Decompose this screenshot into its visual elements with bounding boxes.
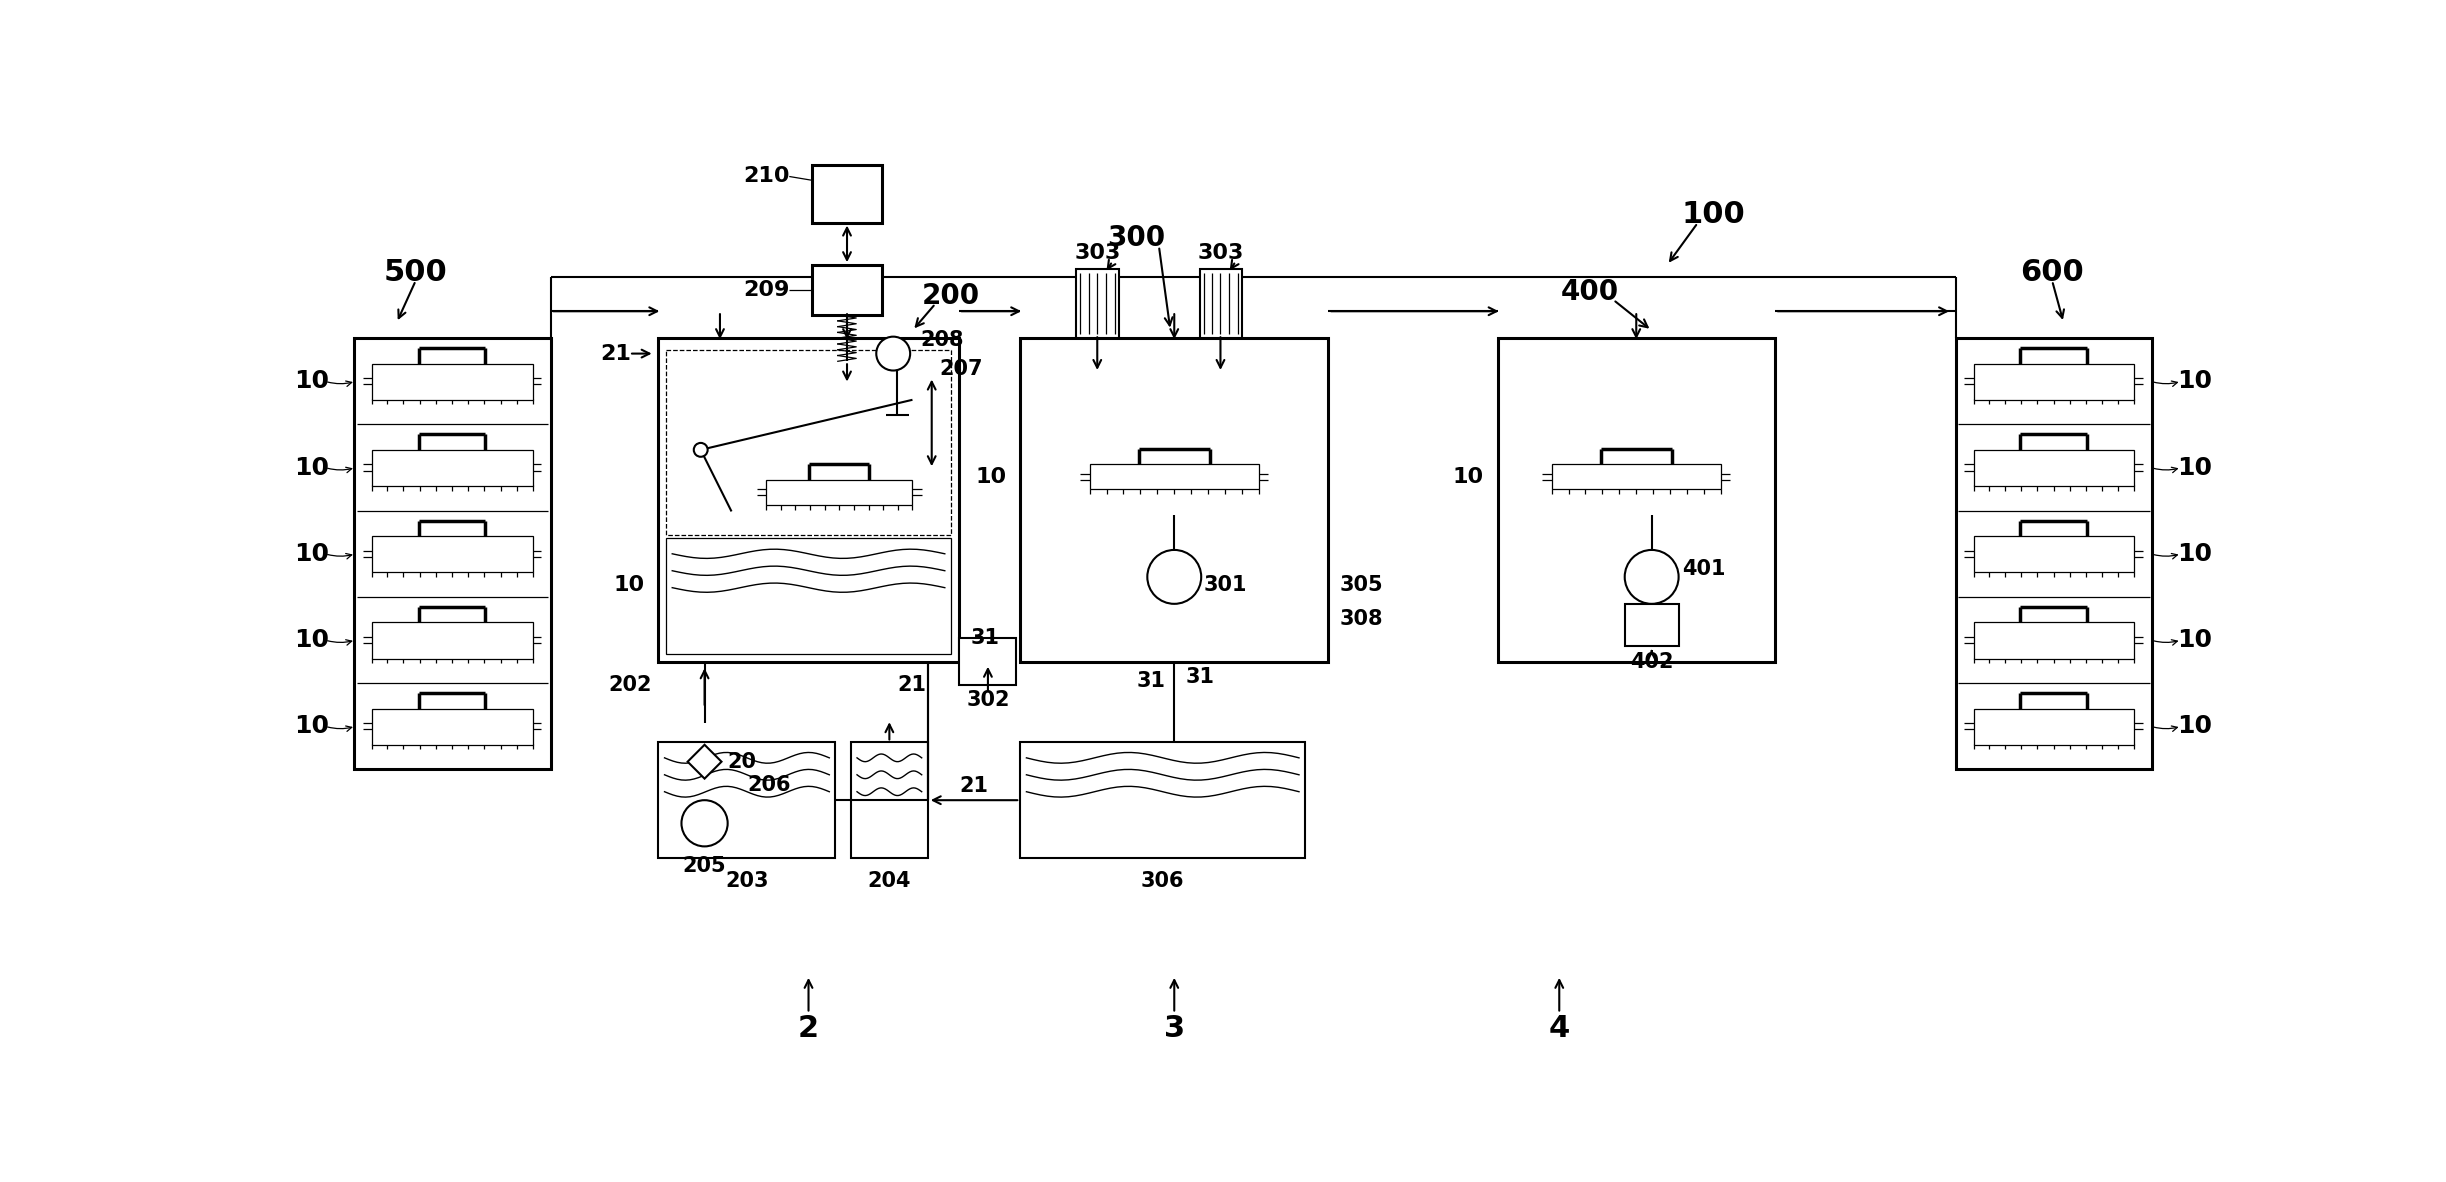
Text: 301: 301 — [1203, 574, 1247, 595]
Text: 21: 21 — [959, 777, 988, 797]
Text: 302: 302 — [966, 690, 1010, 710]
Text: 10: 10 — [2177, 628, 2211, 652]
Text: 21: 21 — [898, 675, 927, 695]
Circle shape — [682, 800, 726, 846]
Text: 200: 200 — [922, 281, 981, 310]
Bar — [851, 742, 927, 858]
Bar — [766, 480, 912, 505]
Text: 402: 402 — [1629, 651, 1673, 671]
Text: 400: 400 — [1561, 278, 1619, 306]
Bar — [1497, 338, 1776, 662]
Text: 10: 10 — [294, 714, 330, 739]
Text: 31: 31 — [971, 629, 1000, 649]
Bar — [372, 450, 533, 486]
Text: 203: 203 — [724, 871, 768, 891]
Bar — [812, 265, 881, 316]
Bar — [1199, 268, 1243, 338]
Text: 31: 31 — [1137, 671, 1167, 690]
Text: 10: 10 — [2177, 369, 2211, 394]
Text: 2: 2 — [797, 1014, 819, 1044]
Text: 600: 600 — [2020, 258, 2084, 287]
Text: 100: 100 — [1680, 201, 1744, 229]
Text: 10: 10 — [294, 541, 330, 566]
Circle shape — [695, 443, 707, 456]
Circle shape — [1147, 550, 1201, 604]
Bar — [658, 338, 959, 662]
Text: 10: 10 — [2177, 714, 2211, 739]
Text: 208: 208 — [920, 330, 964, 350]
Text: 31: 31 — [1186, 667, 1216, 687]
Text: 10: 10 — [294, 628, 330, 652]
Text: 10: 10 — [294, 369, 330, 394]
Text: 500: 500 — [384, 258, 448, 287]
Text: 308: 308 — [1340, 609, 1384, 629]
Bar — [1974, 708, 2135, 745]
Text: 207: 207 — [939, 359, 983, 379]
Bar — [372, 537, 533, 572]
Bar — [1974, 537, 2135, 572]
Bar — [1020, 338, 1328, 662]
Bar — [1974, 450, 2135, 486]
Bar — [959, 638, 1018, 684]
Text: 303: 303 — [1074, 243, 1120, 264]
Polygon shape — [687, 745, 722, 779]
Text: 21: 21 — [602, 344, 631, 364]
Bar — [1624, 604, 1678, 647]
Bar — [1076, 268, 1118, 338]
Text: 205: 205 — [682, 856, 726, 876]
Text: 401: 401 — [1683, 559, 1727, 579]
Bar — [372, 708, 533, 745]
Text: 206: 206 — [746, 774, 790, 794]
Text: 10: 10 — [614, 574, 643, 595]
Bar — [1974, 364, 2135, 400]
Bar — [812, 165, 881, 222]
Text: 209: 209 — [744, 280, 790, 300]
Text: 4: 4 — [1548, 1014, 1570, 1044]
Text: 10: 10 — [294, 455, 330, 480]
Bar — [355, 338, 550, 769]
Circle shape — [1624, 550, 1678, 604]
Bar — [658, 742, 837, 858]
Bar — [1088, 465, 1260, 489]
Text: 306: 306 — [1140, 871, 1184, 891]
Text: 300: 300 — [1106, 225, 1164, 252]
Text: 210: 210 — [744, 167, 790, 187]
Bar — [665, 350, 951, 534]
Text: 204: 204 — [868, 871, 910, 891]
Bar — [1974, 622, 2135, 658]
Text: 3: 3 — [1164, 1014, 1184, 1044]
Text: 10: 10 — [2177, 541, 2211, 566]
Text: 10: 10 — [1453, 467, 1485, 487]
Text: 303: 303 — [1196, 243, 1243, 264]
Text: 10: 10 — [2177, 455, 2211, 480]
Text: 202: 202 — [609, 675, 653, 695]
Bar — [665, 538, 951, 654]
Bar — [1020, 742, 1306, 858]
Bar — [372, 622, 533, 658]
Text: 20: 20 — [726, 752, 756, 772]
Text: 10: 10 — [976, 467, 1005, 487]
Bar — [1551, 465, 1722, 489]
Bar — [372, 364, 533, 400]
Circle shape — [876, 337, 910, 370]
Text: 305: 305 — [1340, 574, 1384, 595]
Bar — [1957, 338, 2152, 769]
